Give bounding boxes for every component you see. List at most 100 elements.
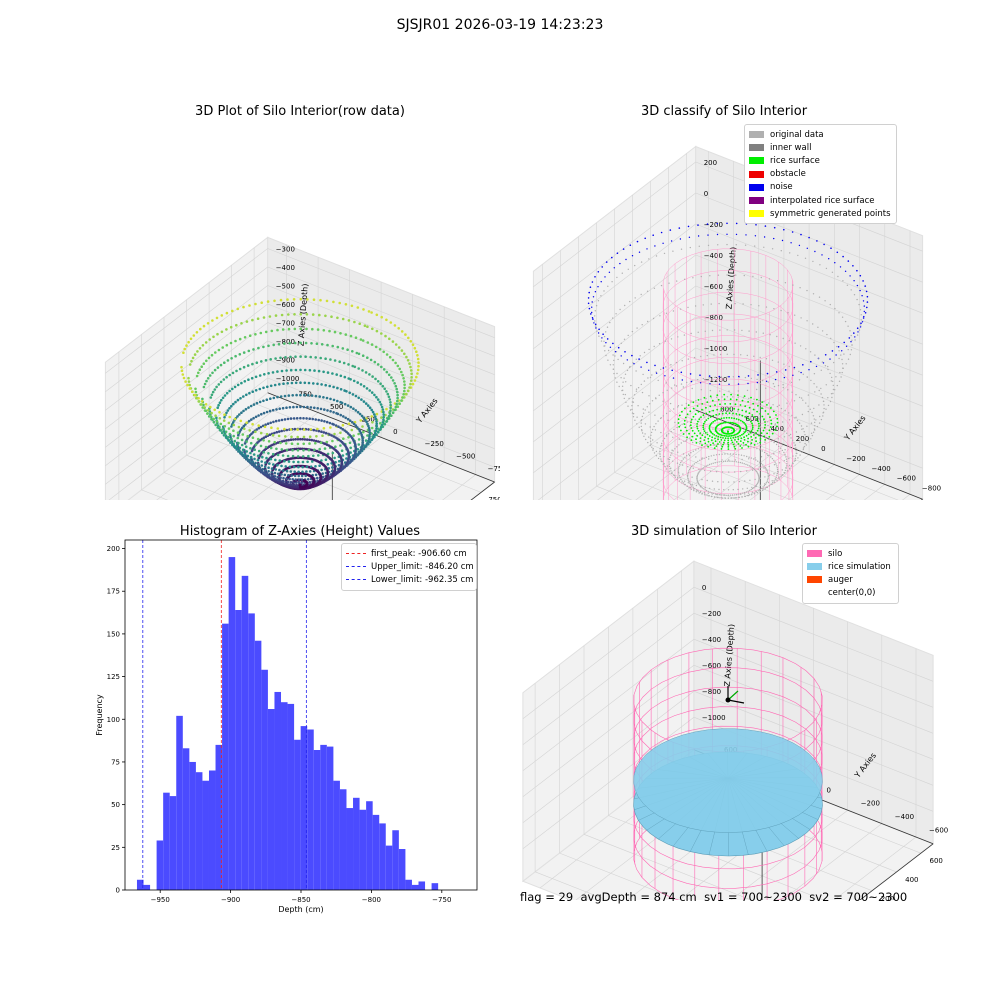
point-original-data [756,482,759,485]
point-noise [644,237,646,240]
point-noise [863,310,865,313]
point-noise [844,270,847,272]
point-original-data [784,469,786,472]
point-original-data [804,257,807,259]
point-original-data [734,471,736,473]
point-original-data [757,442,759,445]
raw-point [245,320,249,323]
point-original-data [746,455,748,458]
raw-point [254,461,257,465]
raw-point [260,464,264,467]
point-original-data [722,414,724,416]
raw-point [256,458,260,462]
raw-point [183,347,186,351]
raw-point [210,393,214,397]
histogram-bar [411,884,419,890]
raw-point [207,356,211,360]
point-original-data [649,440,652,442]
raw-point [241,448,245,452]
point-noise [638,358,640,360]
point-original-data [765,482,768,484]
point-rice-surface [730,434,733,437]
raw-point [367,439,370,443]
point-original-data [635,370,637,372]
point-rice-surface [717,438,719,441]
point-rice-surface [740,437,743,440]
point-original-data [713,444,715,446]
point-original-data [759,356,761,359]
point-rice-surface [697,399,700,401]
point-original-data [652,447,654,450]
point-original-data [657,379,659,382]
raw-point [287,394,291,397]
raw-point [353,320,356,324]
raw-point [240,438,244,442]
raw-point [367,426,371,430]
point-rice-surface [690,418,693,421]
raw-point [339,388,343,391]
raw-point [334,445,337,449]
raw-point [317,418,321,422]
point-rice-surface [703,422,705,425]
point-original-data [682,386,685,388]
point-original-data [776,405,779,408]
raw-point [240,322,243,325]
raw-point [249,404,253,408]
point-original-data [755,491,757,493]
point-rice-surface [683,419,686,422]
raw-point [280,418,284,422]
raw-point [357,443,361,446]
z-tick-label: −600 [276,301,295,309]
point-original-data [687,471,689,474]
point-original-data [836,384,838,387]
raw-point [187,380,191,383]
raw-point [238,353,242,356]
point-original-data [758,399,760,402]
point-original-data [687,466,689,468]
point-original-data [674,448,676,450]
point-original-data [681,360,683,362]
point-rice-surface [760,432,763,434]
point-original-data [702,377,705,380]
legend-label: Lower_limit: -962.35 cm [371,574,474,585]
point-original-data [788,340,790,342]
point-rice-surface [727,437,729,440]
point-original-data [704,466,706,468]
raw-point [271,371,275,374]
point-original-data [652,317,655,320]
point-original-data [626,369,629,372]
raw-point [299,437,302,441]
point-noise [866,301,869,303]
point-original-data [676,280,678,282]
legend-label: center(0,0) [828,588,876,599]
point-original-data [701,478,703,481]
point-original-data [665,412,668,415]
raw-point [295,483,299,487]
point-original-data [636,327,638,329]
point-rice-surface [717,398,720,401]
raw-point [387,414,391,418]
point-original-data [697,472,700,474]
raw-point [342,437,345,441]
point-original-data [652,428,654,431]
raw-point [343,402,347,406]
raw-point [380,315,384,319]
raw-point [348,441,352,445]
raw-point [348,419,352,423]
raw-point [211,371,214,375]
raw-point [276,463,279,467]
point-original-data [676,462,679,464]
point-noise [662,242,664,244]
point-original-data [744,244,747,246]
point-original-data [658,343,661,345]
point-original-data [717,274,720,276]
point-rice-surface [727,435,729,437]
point-original-data [741,329,743,332]
point-original-data [718,488,720,491]
raw-point [304,474,308,478]
raw-point [240,381,243,385]
point-original-data [769,334,771,336]
raw-point [363,418,367,422]
y-tick-label: −400 [895,813,914,821]
raw-point [315,342,319,346]
